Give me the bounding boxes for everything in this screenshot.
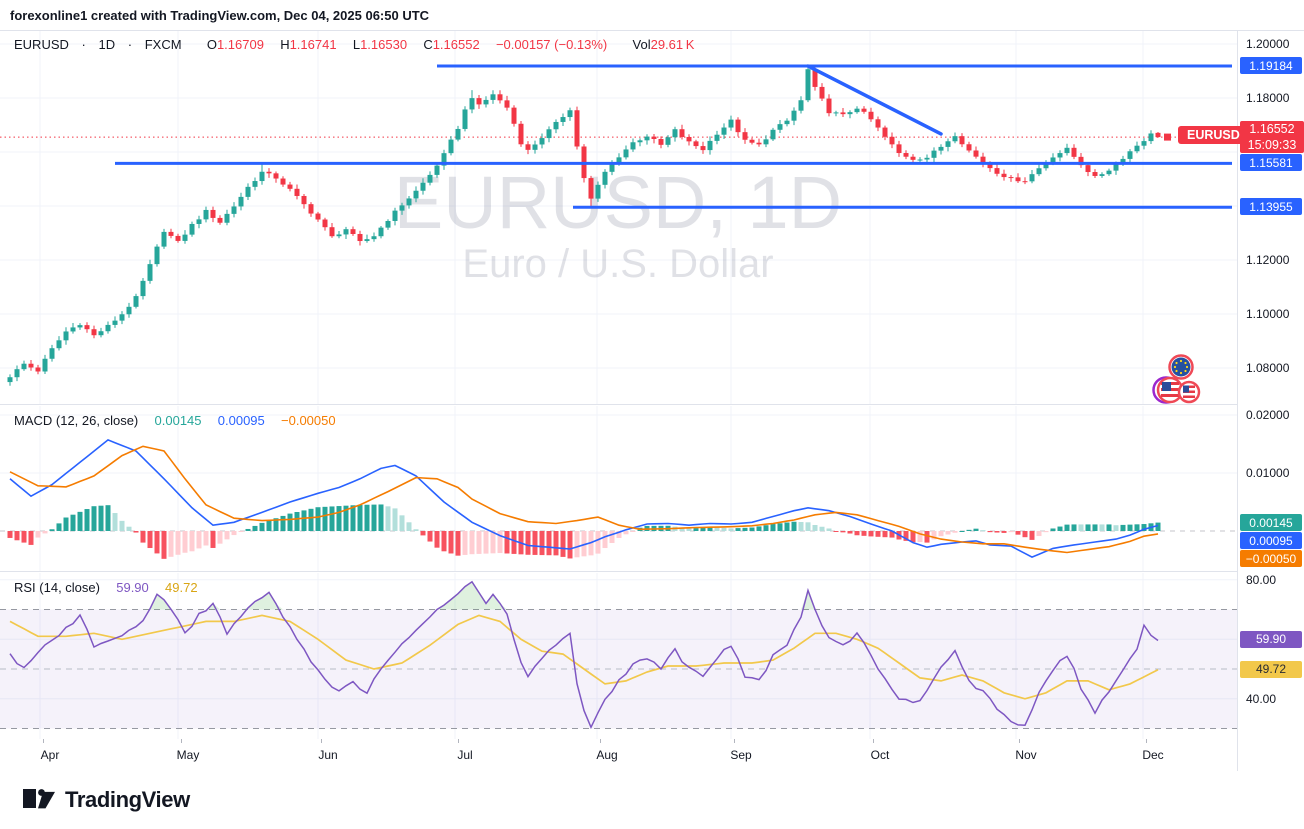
month-label-dec[interactable]: Dec <box>1142 748 1164 762</box>
month-label-jul[interactable]: Jul <box>457 748 473 762</box>
ohlc-high-value: 1.16741 <box>289 37 337 52</box>
symbol-name[interactable]: EURUSD <box>14 37 69 52</box>
time-axis-tick <box>873 739 874 743</box>
price-axis-column[interactable]: 1.20000 1.18000 1.12000 1.10000 1.08000 1.191… <box>1237 31 1304 771</box>
footer: TradingView <box>0 771 1304 829</box>
macd-axis-label: 0.01000 <box>1246 466 1290 480</box>
rsi-ma-value: 49.72 <box>165 580 198 595</box>
ohlc-open-label: O <box>206 37 217 52</box>
macd-signal-value: −0.00050 <box>281 413 336 428</box>
macd-line-value: 0.00095 <box>217 413 265 428</box>
currency-pair-flags-icon <box>1152 354 1201 404</box>
rsi-pane[interactable] <box>0 573 1237 739</box>
volume-label: Vol <box>632 37 651 52</box>
ohlc-high-label: H <box>280 37 290 52</box>
tradingview-logo-icon[interactable] <box>22 788 56 812</box>
time-axis-tick <box>1146 739 1147 743</box>
tradingview-brand-text[interactable]: TradingView <box>65 787 190 812</box>
last-price-symbol-label: EURUSD <box>1178 126 1249 145</box>
ohlc-open-value: 1.16709 <box>216 37 264 52</box>
time-axis-tick <box>321 739 322 743</box>
last-price-value: 1.16552 <box>1249 122 1295 137</box>
rsi-axis-label: 80.00 <box>1246 572 1277 587</box>
time-axis-tick <box>1019 739 1020 743</box>
rsi-value-badge: 49.72 <box>1240 660 1302 678</box>
month-label-apr[interactable]: Apr <box>40 748 60 762</box>
ohlc-low-value: 1.16530 <box>360 37 408 52</box>
legend-separator: · <box>81 37 86 52</box>
month-label-jun[interactable]: Jun <box>318 748 338 762</box>
eu-flag-icon <box>1171 357 1191 377</box>
macd-pane[interactable] <box>0 406 1237 571</box>
bar-countdown: 15:09:33 <box>1247 138 1297 153</box>
time-axis-tick <box>181 739 182 743</box>
price-level-badge: 1.15581 <box>1240 154 1302 172</box>
svg-text:Euro / U.S. Dollar: Euro / U.S. Dollar <box>462 242 773 286</box>
month-label-aug[interactable]: Aug <box>596 748 618 762</box>
ohlc-close-value: 1.16552 <box>432 37 480 52</box>
last-price-badge: 1.16552 15:09:33 <box>1240 121 1304 154</box>
time-axis-tick <box>43 739 44 743</box>
attribution-bar: forexonline1 created with TradingView.co… <box>0 0 1304 30</box>
pane-separator[interactable] <box>0 571 1304 572</box>
macd-value-badge: 0.00095 <box>1240 532 1302 549</box>
price-axis-label: 1.12000 <box>1246 253 1290 267</box>
pane-separator[interactable] <box>0 404 1304 405</box>
exchange-label: FXCM <box>144 37 182 52</box>
time-axis-tick <box>458 739 459 743</box>
interval-label[interactable]: 1D <box>98 37 116 52</box>
month-label-oct[interactable]: Oct <box>870 748 890 762</box>
price-axis-label: 1.08000 <box>1246 361 1290 375</box>
rsi-axis-label: 40.00 <box>1246 691 1277 706</box>
change-value: −0.00157 (−0.13%) <box>495 37 608 52</box>
time-axis-tick <box>734 739 735 743</box>
price-level-badge: 1.13955 <box>1240 198 1302 216</box>
macd-value-badge: 0.00145 <box>1240 514 1302 531</box>
time-axis-tick <box>600 739 601 743</box>
macd-axis-label: 0.02000 <box>1246 408 1290 422</box>
month-label-nov[interactable]: Nov <box>1015 748 1037 762</box>
macd-hist-value: 0.00145 <box>154 413 202 428</box>
macd-legend[interactable]: MACD (12, 26, close) 0.00145 0.00095 −0.… <box>14 413 336 428</box>
macd-value-badge: −0.00050 <box>1240 550 1302 567</box>
volume-value: 29.61 K <box>650 37 695 52</box>
price-axis-label: 1.20000 <box>1246 37 1290 51</box>
price-axis-label: 1.10000 <box>1246 307 1290 321</box>
attribution-text: forexonline1 created with TradingView.co… <box>10 7 430 23</box>
rsi-value-badge: 59.90 <box>1240 630 1302 648</box>
chart-container[interactable]: EURUSD, 1D Euro / U.S. Dollar EURUSD · 1D… <box>0 30 1304 771</box>
ohlc-low-label: L <box>352 37 361 52</box>
time-axis[interactable]: Apr May Jun Jul Aug Sep Oct Nov Dec <box>0 739 1237 770</box>
price-axis-label: 1.18000 <box>1246 91 1290 105</box>
month-label-may[interactable]: May <box>176 748 200 762</box>
price-legend[interactable]: EURUSD · 1D · FXCM O1.16709 H1.16741 L1.… <box>14 37 694 52</box>
svg-text:EURUSD, 1D: EURUSD, 1D <box>394 161 842 244</box>
legend-separator: · <box>127 37 133 52</box>
us-flag-icon <box>1161 382 1179 397</box>
rsi-legend[interactable]: RSI (14, close) 59.90 49.72 <box>14 580 198 595</box>
ohlc-close-label: C <box>423 37 433 52</box>
month-label-sep[interactable]: Sep <box>730 748 752 762</box>
price-level-badge: 1.19184 <box>1240 57 1302 75</box>
rsi-title[interactable]: RSI (14, close) <box>14 580 100 595</box>
macd-title[interactable]: MACD (12, 26, close) <box>14 413 139 428</box>
rsi-value: 59.90 <box>116 580 149 595</box>
